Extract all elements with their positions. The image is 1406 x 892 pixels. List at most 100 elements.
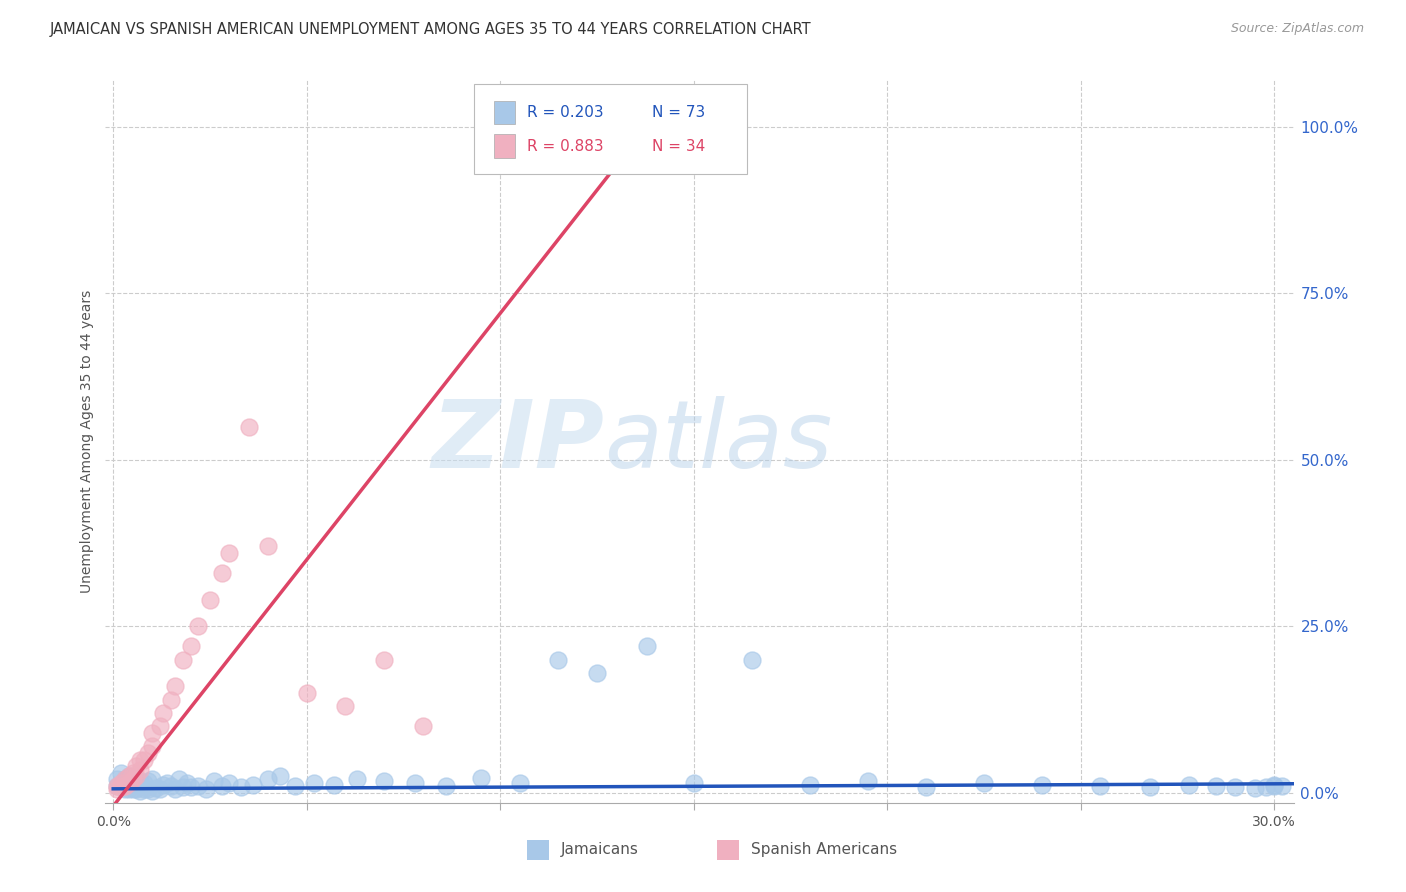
Point (125, 769, 148, 783)
Point (404, 776, 426, 790)
Point (586, 665, 609, 680)
Point (187, 779, 209, 793)
Point (121, 779, 143, 793)
Point (152, 778, 174, 792)
Point (915, 780, 938, 795)
Point (114, 779, 136, 793)
Text: ZIP: ZIP (432, 395, 605, 488)
Point (1178, 778, 1201, 792)
Point (211, 779, 233, 793)
Point (114, 782, 136, 797)
Bar (494, 101, 516, 124)
Point (1088, 779, 1111, 793)
Text: Source: ZipAtlas.com: Source: ZipAtlas.com (1230, 22, 1364, 36)
Point (167, 772, 190, 787)
Point (322, 778, 344, 792)
Point (110, 779, 132, 793)
Point (1256, 780, 1278, 795)
Point (1205, 779, 1227, 793)
Point (238, 419, 260, 434)
Point (1031, 778, 1053, 792)
Point (295, 686, 318, 700)
Point (165, 679, 187, 693)
FancyBboxPatch shape (474, 84, 747, 174)
Text: R = 0.203: R = 0.203 (527, 104, 603, 120)
Point (165, 782, 187, 797)
Point (1263, 778, 1285, 792)
Point (346, 772, 368, 787)
Point (110, 765, 132, 780)
Point (118, 776, 141, 790)
Point (105, 782, 128, 797)
Point (180, 640, 202, 654)
Point (118, 782, 141, 797)
Point (180, 780, 202, 795)
Point (136, 773, 159, 788)
Point (172, 780, 194, 795)
Point (509, 776, 531, 790)
Point (856, 773, 879, 788)
Point (284, 779, 307, 793)
Point (129, 763, 152, 777)
Point (257, 772, 280, 787)
Point (218, 546, 240, 560)
Point (105, 779, 128, 793)
Point (114, 772, 136, 787)
Point (134, 752, 156, 766)
Point (373, 773, 395, 788)
Point (118, 776, 141, 790)
Point (211, 566, 233, 580)
Text: N = 73: N = 73 (652, 104, 706, 120)
Point (141, 772, 163, 787)
Point (218, 776, 240, 790)
Point (202, 773, 225, 788)
Point (121, 772, 143, 787)
Point (156, 776, 179, 790)
Point (118, 769, 141, 783)
Point (105, 779, 128, 793)
Point (470, 771, 492, 785)
Point (257, 540, 280, 554)
Point (335, 699, 357, 714)
Point (136, 746, 159, 760)
Point (412, 719, 434, 733)
Point (547, 652, 569, 666)
Point (110, 776, 132, 790)
Point (152, 706, 174, 720)
Text: Spanish Americans: Spanish Americans (751, 842, 897, 857)
Point (741, 652, 763, 666)
Bar (494, 135, 516, 158)
Point (129, 773, 152, 788)
Bar (717, 839, 738, 860)
Point (160, 779, 183, 793)
Point (145, 781, 167, 796)
Point (160, 692, 183, 706)
Point (636, 640, 658, 654)
Point (172, 652, 194, 666)
Point (1263, 779, 1285, 793)
Point (125, 778, 148, 792)
Point (121, 782, 143, 797)
Y-axis label: Unemployment Among Ages 35 to 44 years: Unemployment Among Ages 35 to 44 years (80, 290, 94, 593)
Point (242, 778, 264, 792)
Point (799, 778, 821, 792)
Point (121, 772, 143, 787)
Point (118, 769, 141, 783)
Point (136, 782, 159, 797)
Point (114, 772, 136, 787)
Point (125, 772, 148, 787)
Point (129, 752, 152, 766)
Point (434, 779, 457, 793)
Point (141, 739, 163, 754)
Text: atlas: atlas (605, 396, 832, 487)
Point (304, 776, 326, 790)
Point (129, 779, 152, 793)
Point (125, 782, 148, 797)
Point (1271, 779, 1294, 793)
Point (373, 652, 395, 666)
Text: N = 34: N = 34 (652, 138, 706, 153)
Bar (527, 839, 548, 860)
Point (125, 759, 148, 773)
Point (195, 782, 218, 797)
Point (149, 782, 172, 797)
